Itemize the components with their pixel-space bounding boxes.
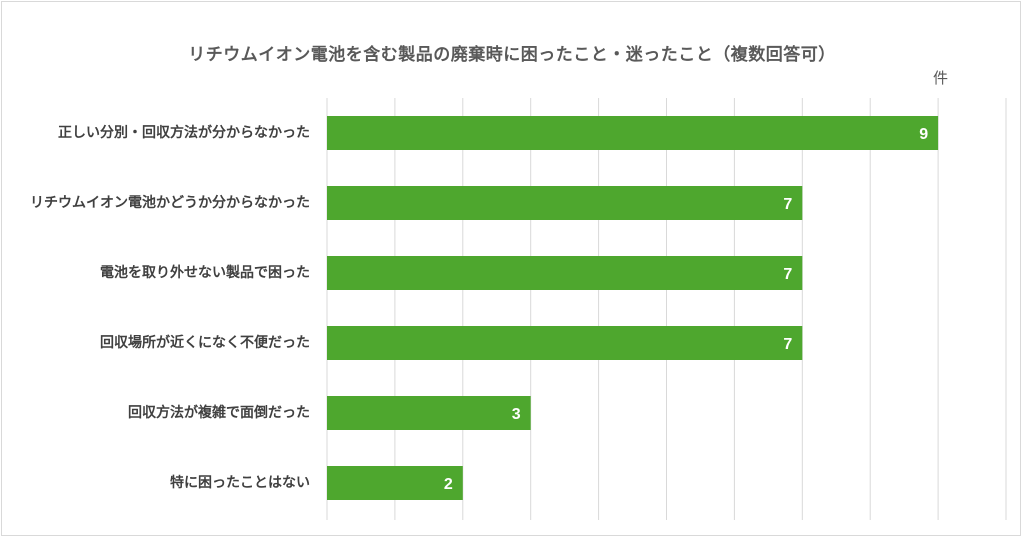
chart-title: リチウムイオン電池を含む製品の廃棄時に困ったこと・迷ったこと（複数回答可） — [188, 45, 836, 65]
bar-5 — [327, 396, 531, 430]
data-label-4: 7 — [783, 336, 792, 353]
unit-label: 件 — [933, 69, 949, 87]
bar-6 — [327, 466, 463, 500]
category-label-6: 特に困ったことはない — [170, 475, 310, 491]
data-label-6: 2 — [444, 476, 453, 493]
category-label-5: 回収方法が複雑で面倒だった — [128, 405, 310, 421]
data-label-5: 3 — [512, 406, 521, 423]
data-label-3: 7 — [783, 266, 792, 283]
category-label-4: 回収場所が近くになく不便だった — [100, 335, 310, 351]
bar-2 — [327, 186, 803, 220]
category-label-3: 電池を取り外せない製品で困った — [100, 265, 310, 281]
bar-1 — [327, 116, 939, 150]
data-label-2: 7 — [783, 196, 792, 213]
bar-3 — [327, 256, 803, 290]
bar-4 — [327, 326, 803, 360]
data-label-1: 9 — [919, 126, 928, 143]
category-label-2: リチウムイオン電池かどうか分からなかった — [30, 195, 310, 211]
category-label-1: 正しい分別・回収方法が分からなかった — [58, 125, 310, 141]
